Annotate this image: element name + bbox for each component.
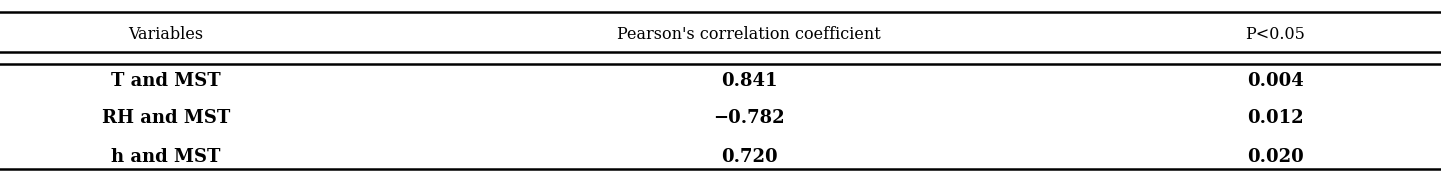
- Text: 0.004: 0.004: [1246, 72, 1304, 90]
- Text: h and MST: h and MST: [111, 148, 220, 166]
- Text: RH and MST: RH and MST: [101, 109, 231, 127]
- Text: 0.720: 0.720: [720, 148, 778, 166]
- Text: P<0.05: P<0.05: [1245, 26, 1306, 43]
- Text: Variables: Variables: [128, 26, 203, 43]
- Text: 0.012: 0.012: [1246, 109, 1304, 127]
- Text: 0.841: 0.841: [720, 72, 778, 90]
- Text: T and MST: T and MST: [111, 72, 220, 90]
- Text: −0.782: −0.782: [713, 109, 785, 127]
- Text: Pearson's correlation coefficient: Pearson's correlation coefficient: [617, 26, 882, 43]
- Text: 0.020: 0.020: [1246, 148, 1304, 166]
